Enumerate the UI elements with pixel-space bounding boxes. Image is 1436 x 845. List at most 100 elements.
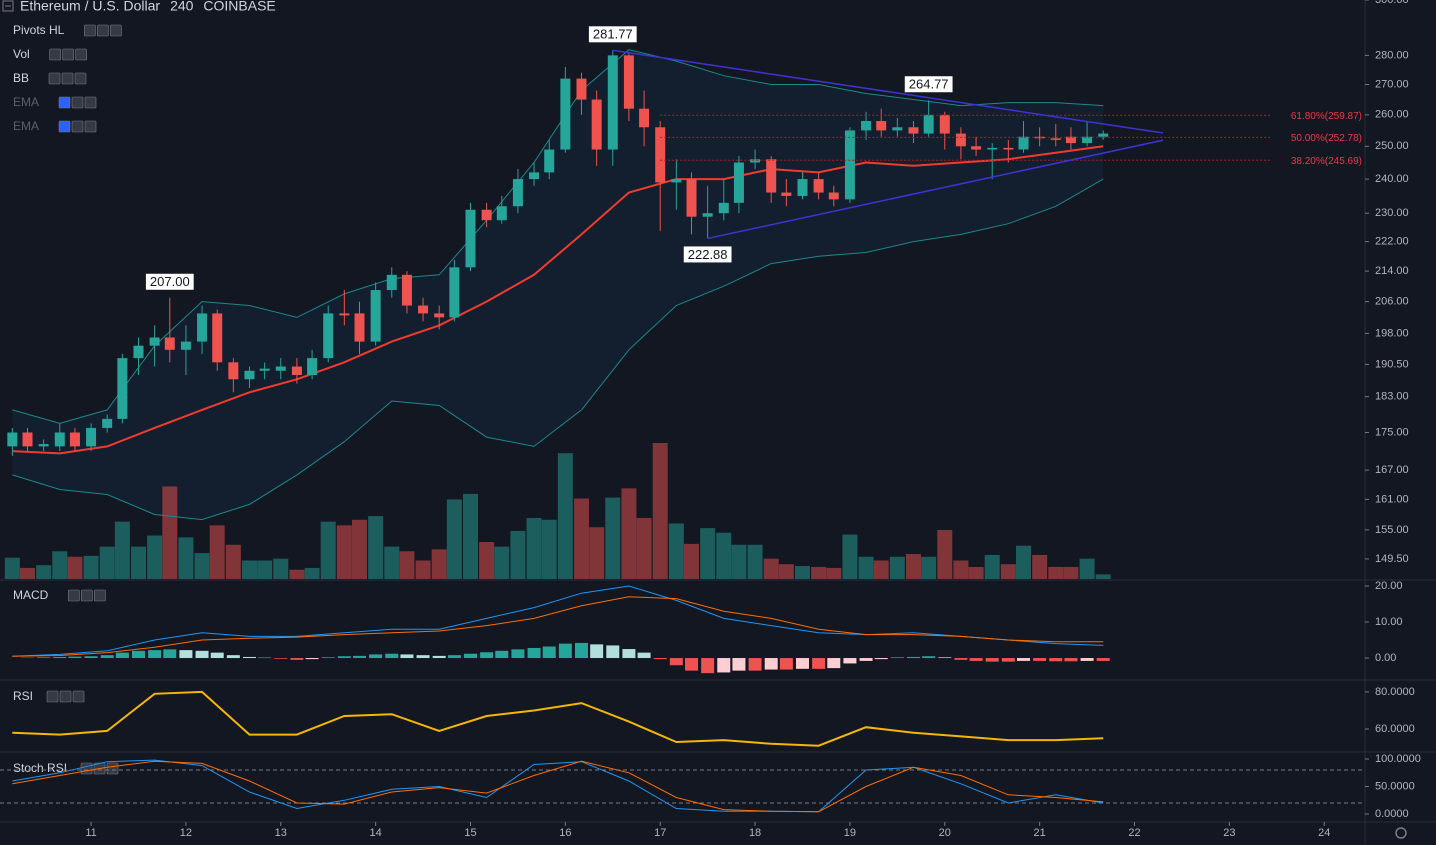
candle-body [813, 179, 824, 193]
volume-bar [52, 551, 68, 579]
candle-body [955, 133, 966, 147]
indicator-button[interactable] [94, 589, 106, 602]
histogram-bar [400, 654, 414, 659]
indicator-button[interactable] [71, 96, 84, 109]
histogram-bar [606, 645, 620, 659]
candle-body [291, 366, 302, 376]
histogram-bar [53, 656, 67, 659]
indicator-button[interactable] [49, 48, 61, 61]
collapse-button[interactable] [2, 0, 14, 12]
indicator-button[interactable] [46, 690, 59, 703]
x-tick-label: 24 [1318, 827, 1330, 839]
candle-body [750, 159, 761, 163]
indicator-button[interactable] [61, 72, 74, 85]
histogram-bar [954, 658, 968, 660]
volume-bar [289, 569, 305, 579]
indicator-button[interactable] [68, 589, 80, 602]
candle-body [259, 368, 270, 371]
pane-title[interactable]: MACD [13, 588, 49, 602]
indicator-button[interactable] [97, 24, 109, 37]
histogram-bar [1001, 658, 1015, 662]
y-tick-label: 190.50 [1375, 358, 1409, 370]
histogram-bar [242, 656, 256, 659]
volume-bar [747, 544, 763, 579]
y-tick-label: 155.00 [1375, 524, 1409, 536]
candle-body [275, 366, 286, 371]
histogram-bar [669, 658, 683, 666]
candle-body [733, 162, 744, 203]
volume-bar [36, 565, 52, 579]
pivot-box [904, 76, 953, 93]
histogram-bar [432, 655, 446, 659]
indicator-button[interactable] [81, 589, 93, 602]
volume-bar [415, 560, 431, 579]
indicator-button[interactable] [58, 96, 71, 109]
legend-item[interactable]: EMA [13, 119, 39, 133]
volume-bar [67, 556, 83, 579]
indicator-button[interactable] [48, 72, 61, 85]
legend-item[interactable]: Pivots HL [13, 23, 65, 37]
volume-bar [368, 516, 384, 579]
settings-button[interactable] [1395, 827, 1407, 839]
indicator-button[interactable] [84, 96, 97, 109]
candle-body [1034, 136, 1045, 139]
pane-title[interactable]: RSI [13, 689, 33, 703]
histogram-bar [938, 657, 952, 659]
histogram-bar [480, 652, 494, 659]
x-tick-label: 22 [1128, 827, 1140, 839]
indicator-button[interactable] [62, 48, 74, 61]
volume-bar [494, 546, 510, 579]
indicator-button[interactable] [71, 120, 84, 133]
y-tick-label: 198.00 [1375, 327, 1409, 339]
volume-bar [984, 554, 1000, 579]
indicator-button[interactable] [59, 690, 72, 703]
legend-item[interactable]: BB [13, 71, 29, 85]
histogram-bar [131, 650, 145, 659]
volume-bar [194, 553, 210, 579]
histogram-bar [732, 658, 746, 671]
indicator-button[interactable] [106, 762, 119, 775]
x-tick-label: 20 [939, 827, 951, 839]
x-tick-label: 11 [85, 827, 96, 839]
histogram-bar [764, 658, 778, 670]
candle-body [876, 121, 887, 131]
candle-body [655, 127, 666, 183]
pivot-box [588, 26, 637, 43]
indicator-button[interactable] [110, 24, 122, 37]
volume-bar [320, 521, 336, 579]
histogram-bar [163, 649, 177, 659]
legend-item[interactable]: Vol [13, 47, 30, 61]
candle-body [766, 159, 777, 193]
indicator-button[interactable] [84, 24, 96, 37]
volume-bar [763, 558, 779, 579]
y-tick-label: 100.0000 [1375, 753, 1421, 765]
volume-bar [541, 519, 557, 579]
histogram-bar [369, 654, 383, 659]
legend-item[interactable]: EMA [13, 95, 39, 109]
histogram-bar [574, 642, 588, 659]
indicator-button[interactable] [58, 120, 71, 133]
volume-bar [1016, 545, 1032, 579]
volume-bar [304, 567, 320, 579]
indicator-button[interactable] [74, 72, 87, 85]
volume-bar [114, 521, 130, 579]
histogram-bar [84, 656, 98, 659]
x-tick-label: 13 [275, 827, 287, 839]
volume-bar [889, 556, 905, 579]
y-tick-label: 0.0000 [1375, 808, 1409, 820]
x-tick-label: 14 [370, 827, 382, 839]
indicator-line [12, 178, 1104, 521]
candle-body [686, 179, 697, 217]
volume-bar [811, 566, 827, 579]
indicator-button[interactable] [75, 48, 87, 61]
pane-title[interactable]: Stoch RSI [13, 761, 67, 775]
volume-bar [621, 488, 637, 579]
indicator-button[interactable] [84, 120, 97, 133]
indicator-button[interactable] [72, 690, 85, 703]
candle-body [354, 313, 365, 342]
histogram-bar [210, 652, 224, 659]
histogram-bar [890, 657, 904, 659]
candle-body [481, 209, 492, 221]
indicator-button[interactable] [80, 762, 93, 775]
